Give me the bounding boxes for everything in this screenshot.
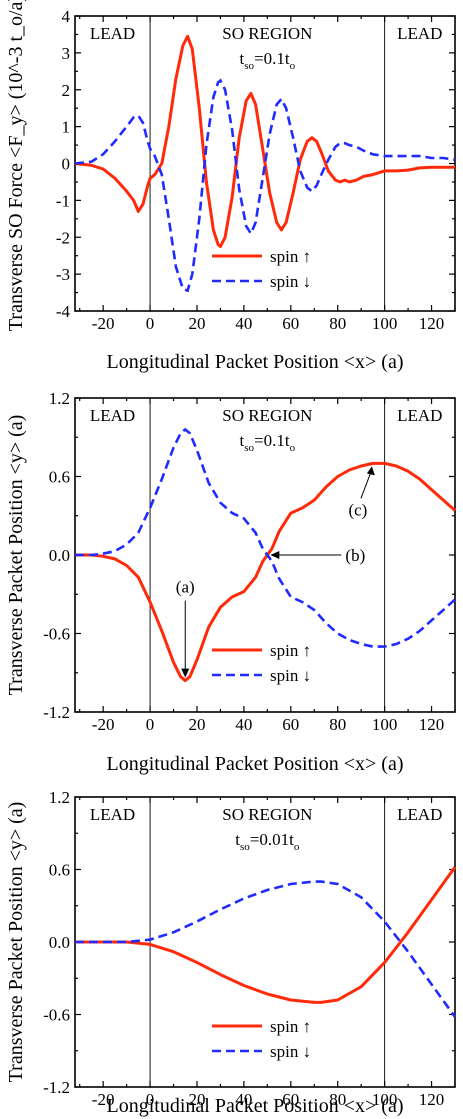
y-tick-label: -1 (56, 191, 70, 210)
region-label-left-lead: LEAD (90, 805, 135, 824)
legend-label-spin-up: spin ↑ (270, 247, 311, 266)
parameter-label: tso=0.1to (240, 49, 296, 72)
annotation-b: (b) (345, 546, 365, 565)
annotation-c: (c) (348, 500, 367, 519)
chart-panel-2: -20 0 20 40 60 80 100 120 -1.2 -0.6 0.0 0.6 1.2 LEAD S… (5, 389, 456, 775)
x-axis-label: Longitudinal Packet Position <x> (a) (107, 1095, 404, 1117)
annotation-c-arrow (360, 469, 373, 499)
y-tick-label: 0.6 (49, 861, 70, 880)
series-line-spin-up (75, 461, 456, 683)
x-tick-label: 0 (146, 314, 155, 333)
series-line-spin-up (75, 866, 457, 1004)
y-tick-label: 3 (62, 44, 71, 63)
x-tick-label: 20 (188, 314, 205, 333)
x-tick-label: 60 (282, 1090, 299, 1109)
y-axis-label: Transverse Packet Position <y> (a) (5, 415, 27, 696)
y-axis-label: Transverse Packet Position <y> (a) (5, 802, 27, 1083)
region-label-so-region: SO REGION (222, 406, 312, 425)
x-axis-label: Longitudinal Packet Position <x> (a) (107, 753, 404, 775)
annotation-b-arrowhead (270, 551, 280, 559)
series-line-spin-down (75, 427, 456, 648)
parameter-label: tso=0.1to (240, 431, 296, 454)
y-tick-label: 1.2 (49, 788, 70, 807)
y-tick-label: -0.6 (43, 625, 70, 644)
region-label-right-lead: LEAD (397, 406, 442, 425)
region-label-right-lead: LEAD (397, 805, 442, 824)
annotation-a-arrowhead (181, 668, 190, 678)
annotation-a: (a) (176, 578, 195, 597)
legend-label-spin-down: spin ↓ (270, 1042, 311, 1061)
x-tick-label: 80 (329, 314, 346, 333)
x-tick-label: 120 (419, 314, 445, 333)
legend-label-spin-down: spin ↓ (270, 272, 311, 291)
x-tick-label: 120 (419, 715, 445, 734)
y-tick-label: 2 (62, 81, 71, 100)
region-label-so-region: SO REGION (222, 24, 312, 43)
y-tick-label: 1.2 (49, 389, 70, 408)
legend-label-spin-up: spin ↑ (270, 1017, 311, 1036)
legend-label-spin-down: spin ↓ (270, 666, 311, 685)
y-tick-label: 0.0 (49, 546, 70, 565)
x-axis-label: Longitudinal Packet Position <x> (a) (107, 351, 404, 373)
x-tick-label: 100 (372, 314, 398, 333)
legend-label-spin-up: spin ↑ (270, 641, 311, 660)
x-tick-label: 60 (282, 314, 299, 333)
series-line-spin-down (74, 78, 456, 293)
region-label-so-region: SO REGION (222, 805, 312, 824)
region-label-left-lead: LEAD (90, 24, 135, 43)
x-tick-label: 80 (329, 1090, 346, 1109)
y-tick-label: 1 (62, 118, 71, 137)
annotation-c-arrowhead (366, 466, 375, 476)
x-tick-label: 60 (282, 715, 299, 734)
y-tick-label: -1.2 (43, 1078, 70, 1097)
x-tick-label: -20 (92, 314, 115, 333)
region-label-left-lead: LEAD (90, 406, 135, 425)
x-tick-label: 100 (372, 1090, 398, 1109)
y-tick-label: -3 (56, 265, 70, 284)
x-tick-label: 20 (188, 1090, 205, 1109)
x-tick-label: 40 (235, 1090, 252, 1109)
x-tick-label: 0 (146, 1090, 155, 1109)
y-axis-label: Transverse SO Force <F_y> (10^-3 t_o/a) (5, 0, 27, 331)
series-line-spin-down (75, 880, 457, 1018)
x-tick-label: 40 (235, 314, 252, 333)
x-tick-label: 80 (329, 715, 346, 734)
x-tick-label: -20 (92, 715, 115, 734)
x-tick-label: 0 (146, 715, 155, 734)
x-tick-label: -20 (92, 1090, 115, 1109)
y-tick-label: 4 (62, 7, 71, 26)
y-tick-label: 0 (62, 155, 71, 174)
x-tick-label: 120 (419, 1090, 445, 1109)
series-line-spin-up (74, 34, 455, 248)
region-label-right-lead: LEAD (397, 24, 442, 43)
x-tick-label: 20 (188, 715, 205, 734)
parameter-label: tso=0.01to (235, 830, 300, 853)
x-tick-label: 100 (372, 715, 398, 734)
y-tick-label: 0.0 (49, 933, 70, 952)
y-tick-label: -0.6 (43, 1006, 70, 1025)
y-tick-label: -2 (56, 228, 70, 247)
chart-panel-1: -20 0 20 40 60 80 100 120 -4 -3 -2 -1 0 1 2 3 4 LEAD SO RE… (5, 0, 456, 373)
x-tick-label: 40 (235, 715, 252, 734)
y-tick-label: 0.6 (49, 468, 70, 487)
y-tick-label: -1.2 (43, 703, 70, 722)
y-tick-label: -4 (56, 302, 71, 321)
chart-panel-3: -20 0 20 40 60 80 100 120 -1.2 -0.6 0.0 0.6 1.2 LEAD S… (5, 788, 457, 1117)
